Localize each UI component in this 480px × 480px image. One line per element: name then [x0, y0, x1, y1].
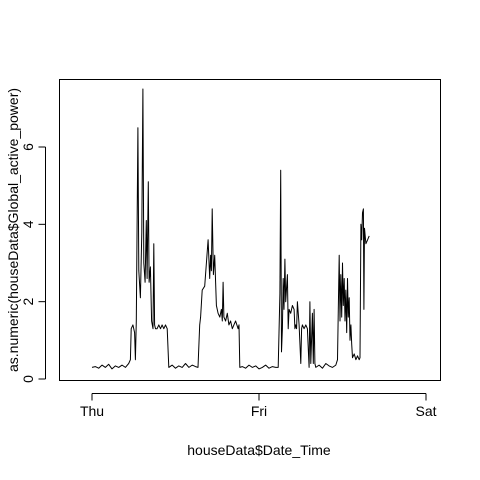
- y-tick-label: 2: [20, 298, 36, 306]
- x-axis-title: houseData$Date_Time: [187, 442, 331, 458]
- y-tick-label: 0: [20, 375, 36, 383]
- x-tick-label: Fri: [251, 403, 267, 419]
- y-tick-label: 4: [20, 220, 36, 228]
- y-tick-label: 6: [20, 143, 36, 151]
- x-tick-label: Sat: [415, 403, 436, 419]
- y-axis-title: as.numeric(houseData$Global_active_power…: [5, 88, 21, 372]
- x-tick-label: Thu: [80, 403, 104, 419]
